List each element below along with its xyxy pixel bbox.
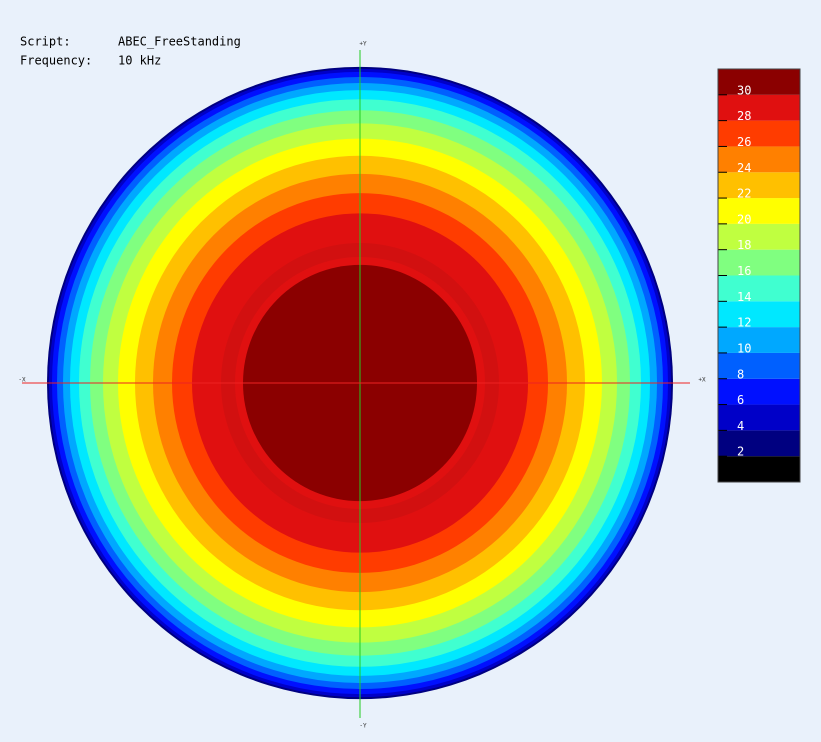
colorbar-tick-label: 10 xyxy=(737,341,751,355)
colorbar-band xyxy=(718,404,800,431)
colorbar-band xyxy=(718,301,800,328)
colorbar-band xyxy=(718,172,800,199)
colorbar-band xyxy=(718,378,800,405)
colorbar-tick-label: 26 xyxy=(737,135,751,149)
colorbar-frame xyxy=(717,68,801,483)
colorbar-tick-label: 18 xyxy=(737,238,751,252)
contour-plot xyxy=(47,66,673,700)
colorbar-tick-label: 30 xyxy=(737,83,751,97)
frequency-value: 10 kHz xyxy=(118,54,161,68)
colorbar-tick-label: 22 xyxy=(737,187,751,201)
colorbar-band xyxy=(718,275,800,302)
colorbar-band xyxy=(718,69,800,95)
colorbar-tick-label: 16 xyxy=(737,264,751,278)
axis-label-top: +Y xyxy=(359,41,367,48)
colorbar-band xyxy=(718,198,800,224)
colorbar-tick-label: 20 xyxy=(737,212,751,226)
script-label: Script: xyxy=(20,35,71,49)
colorbar-band xyxy=(718,430,800,457)
colorbar-band xyxy=(718,223,800,250)
script-name: ABEC_FreeStanding xyxy=(118,35,241,49)
colorbar-band xyxy=(718,456,800,482)
colorbar-band xyxy=(718,352,800,379)
colorbar-tick-label: 14 xyxy=(737,290,751,304)
colorbar-band xyxy=(718,120,800,147)
colorbar-band xyxy=(718,94,800,121)
axis-label-right: +X xyxy=(698,377,706,384)
axis-label-bottom: -Y xyxy=(359,723,367,730)
frequency-label: Frequency: xyxy=(20,54,92,68)
colorbar-tick-label: 12 xyxy=(737,316,751,330)
colorbar-band xyxy=(718,249,800,276)
colorbar-tick-label: 6 xyxy=(737,393,744,407)
colorbar-tick-label: 24 xyxy=(737,161,751,175)
colorbar-band xyxy=(718,327,800,353)
colorbar-tick-label: 2 xyxy=(737,445,744,459)
colorbar-tick-label: 8 xyxy=(737,367,744,381)
colorbar-tick-label: 28 xyxy=(737,109,751,123)
colorbar-band xyxy=(718,146,800,173)
axis-label-left: -X xyxy=(18,377,26,384)
colorbar-tick-label: 4 xyxy=(737,419,744,433)
